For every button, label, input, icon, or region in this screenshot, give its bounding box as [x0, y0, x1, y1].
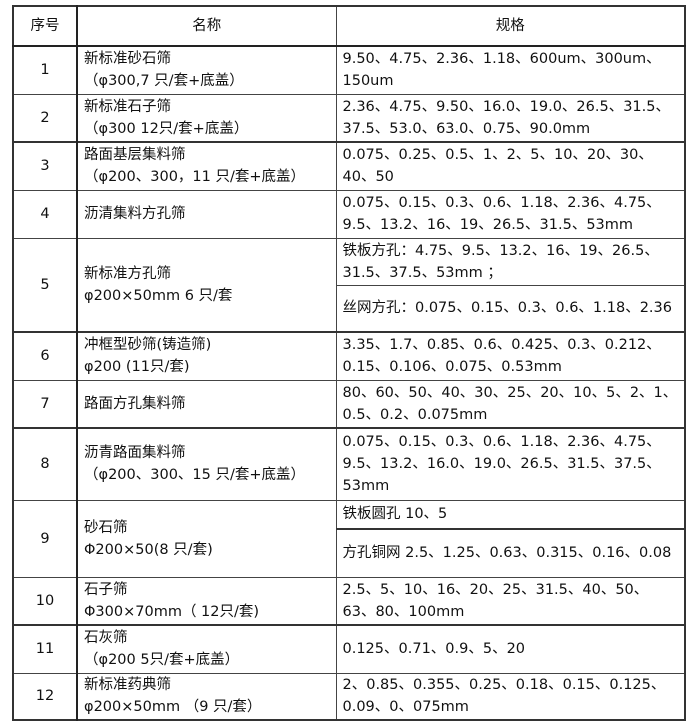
name-line: 新标准方孔筛 [84, 265, 171, 282]
name-line: 路面方孔集料筛 [84, 395, 186, 412]
name-detail: （φ300,7 只/套+底盖） [84, 73, 244, 90]
sieve-name: 路面基层集料筛 （φ200、300，11 只/套+底盖） [76, 141, 337, 191]
name-line: 新标准药典筛 [84, 677, 171, 694]
row-number: 3 [12, 141, 78, 191]
sieve-spec: 0.075、0.15、0.3、0.6、1.18、2.36、4.75、9.5、13… [335, 427, 686, 501]
name-line: 新标准石子筛 [84, 98, 171, 115]
table-row: 8 沥青路面集料筛 （φ200、300、15 只/套+底盖） 0.075、0.15、0… [12, 427, 686, 501]
sieve-name: 新标准药典筛 φ200×50mm （9 只/套） [76, 672, 337, 721]
name-detail: Φ200×50(8 只/套) [84, 541, 213, 558]
header-name: 名称 [76, 5, 337, 47]
name-detail: φ200 (11只/套) [84, 359, 190, 376]
sieve-name: 冲框型砂筛(铸造筛) φ200 (11只/套) [76, 331, 337, 381]
sieve-spec: 0.125、0.71、0.9、5、20 [335, 624, 686, 674]
sieve-spec: 铁板圆孔 10、5 [335, 499, 686, 530]
table-row: 12 新标准药典筛 φ200×50mm （9 只/套） 2、0.85、0.355、0.… [12, 672, 686, 721]
sieve-spec: 2、0.85、0.355、0.25、0.18、0.15、0.125、0.09、0… [335, 672, 686, 721]
table-row: 6 冲框型砂筛(铸造筛) φ200 (11只/套) 3.35、1.7、0.85、0.6… [12, 331, 686, 381]
table-row: 11 石灰筛 （φ200 5只/套+底盖） 0.125、0.71、0.9、5、20 [12, 624, 686, 674]
row-number: 11 [12, 624, 78, 674]
sieve-spec: 3.35、1.7、0.85、0.6、0.425、0.3、0.212、0.15、0… [335, 331, 686, 381]
sieve-spec: 铁板方孔：4.75、9.5、13.2、16、19、26.5、31.5、37.5、… [335, 237, 686, 286]
name-detail: φ200×50mm 6 只/套 [84, 287, 233, 304]
table-row: 4 沥清集料方孔筛 0.075、0.15、0.3、0.6、1.18、2.36、4.7… [12, 189, 686, 239]
name-detail: （φ200、300，11 只/套+底盖） [84, 169, 306, 186]
row-number: 2 [12, 93, 78, 143]
sieve-spec: 方孔铜网 2.5、1.25、0.63、0.315、0.16、0.08 [335, 528, 686, 578]
table-row: 2 新标准石子筛 （φ300 12只/套+底盖） 2.36、4.75、9.50、16.… [12, 93, 686, 143]
row-number: 8 [12, 427, 78, 501]
row-number: 12 [12, 672, 78, 721]
row-number: 9 [12, 499, 78, 578]
sieve-name: 石子筛 Φ300×70mm（ 12只/套) [76, 576, 337, 626]
sieve-name: 新标准砂石筛 （φ300,7 只/套+底盖） [76, 45, 337, 95]
sieve-name: 沥清集料方孔筛 [76, 189, 337, 239]
table-row: 1 新标准砂石筛 （φ300,7 只/套+底盖） 9.50、4.75、2.36、1.1… [12, 45, 686, 95]
name-line: 石灰筛 [84, 630, 128, 647]
sieve-name: 路面方孔集料筛 [76, 379, 337, 429]
name-line: 砂石筛 [84, 519, 128, 536]
table-row: 5 新标准方孔筛 φ200×50mm 6 只/套 铁板方孔：4.75、9.5、13.2… [12, 237, 686, 333]
header-spec: 规格 [335, 5, 686, 47]
sieve-name: 砂石筛 Φ200×50(8 只/套) [76, 499, 337, 578]
name-line: 沥青路面集料筛 [84, 445, 186, 462]
table-subrow: 方孔铜网 2.5、1.25、0.63、0.315、0.16、0.08 [13, 528, 686, 578]
sieve-spec: 9.50、4.75、2.36、1.18、600um、300um、150um [335, 45, 686, 95]
sieve-name: 新标准石子筛 （φ300 12只/套+底盖） [76, 93, 337, 143]
row-number: 6 [12, 331, 78, 381]
row-number: 1 [12, 45, 78, 95]
name-line: 石子筛 [84, 581, 128, 598]
name-line: 路面基层集料筛 [84, 147, 186, 164]
sieve-spec: 80、60、50、40、30、25、20、10、5、2、1、0.5、0.2、0.… [335, 379, 686, 429]
sieve-name: 石灰筛 （φ200 5只/套+底盖） [76, 624, 337, 674]
header-row: 序号 名称 规格 [12, 5, 686, 47]
row-number: 10 [12, 576, 78, 626]
name-detail: （φ200 5只/套+底盖） [84, 652, 240, 669]
name-detail: φ200×50mm （9 只/套） [84, 699, 262, 716]
table-row: 9 砂石筛 Φ200×50(8 只/套) 铁板圆孔 10、5 [12, 499, 686, 578]
table-row: 3 路面基层集料筛 （φ200、300，11 只/套+底盖） 0.075、0.25、0… [12, 141, 686, 191]
table-subrow: 丝网方孔：0.075、0.15、0.3、0.6、1.18、2.36 [13, 284, 686, 333]
row-number: 5 [12, 237, 78, 333]
row-number: 4 [12, 189, 78, 239]
name-detail: （φ200、300、15 只/套+底盖） [84, 467, 306, 484]
sieve-spec: 0.075、0.25、0.5、1、2、5、10、20、30、40、50 [335, 141, 686, 191]
sieve-spec-table: 序号 名称 规格 1 新标准砂石筛 （φ300,7 只/套+底盖） 9.50、4.75… [12, 5, 686, 721]
name-line: 冲框型砂筛(铸造筛) [84, 337, 212, 354]
table-row: 7 路面方孔集料筛 80、60、50、40、30、25、20、10、5、2、1、0.… [12, 379, 686, 429]
name-detail: （φ300 12只/套+底盖） [84, 120, 249, 137]
sieve-spec: 0.075、0.15、0.3、0.6、1.18、2.36、4.75、9.5、13… [335, 189, 686, 239]
sieve-spec: 2.5、5、10、16、20、25、31.5、40、50、63、80、100mm [335, 576, 686, 626]
sieve-spec: 2.36、4.75、9.50、16.0、19.0、26.5、31.5、37.5、… [335, 93, 686, 143]
table-row: 10 石子筛 Φ300×70mm（ 12只/套) 2.5、5、10、16、20、25、… [12, 576, 686, 626]
sieve-name: 新标准方孔筛 φ200×50mm 6 只/套 [76, 237, 337, 333]
name-detail: Φ300×70mm（ 12只/套) [84, 603, 260, 620]
sieve-name: 沥青路面集料筛 （φ200、300、15 只/套+底盖） [76, 427, 337, 501]
row-number: 7 [12, 379, 78, 429]
name-line: 沥清集料方孔筛 [84, 206, 186, 222]
name-line: 新标准砂石筛 [84, 51, 171, 68]
header-no: 序号 [12, 5, 78, 47]
sieve-spec: 丝网方孔：0.075、0.15、0.3、0.6、1.18、2.36 [335, 284, 686, 333]
